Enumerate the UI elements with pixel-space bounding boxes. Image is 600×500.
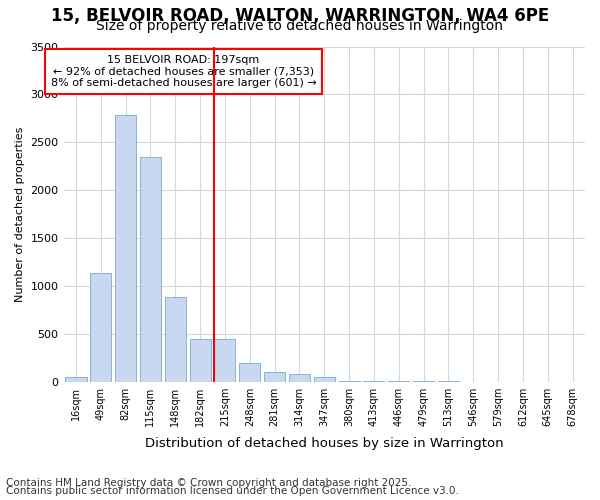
Bar	[239, 364, 260, 382]
Bar	[190, 338, 211, 382]
Bar	[364, 381, 385, 382]
Text: 15, BELVOIR ROAD, WALTON, WARRINGTON, WA4 6PE: 15, BELVOIR ROAD, WALTON, WARRINGTON, WA…	[51, 8, 549, 26]
Bar	[65, 377, 86, 382]
Bar	[214, 338, 235, 382]
Text: Contains HM Land Registry data © Crown copyright and database right 2025.: Contains HM Land Registry data © Crown c…	[6, 478, 412, 488]
Text: 15 BELVOIR ROAD: 197sqm
← 92% of detached houses are smaller (7,353)
8% of semi-: 15 BELVOIR ROAD: 197sqm ← 92% of detache…	[50, 55, 316, 88]
Bar	[115, 116, 136, 382]
Bar	[338, 380, 359, 382]
Bar	[165, 298, 186, 382]
Text: Size of property relative to detached houses in Warrington: Size of property relative to detached ho…	[97, 19, 503, 33]
Bar	[140, 156, 161, 382]
Bar	[289, 374, 310, 382]
Bar	[90, 274, 112, 382]
Text: Contains public sector information licensed under the Open Government Licence v3: Contains public sector information licen…	[6, 486, 459, 496]
Y-axis label: Number of detached properties: Number of detached properties	[15, 126, 25, 302]
Bar	[314, 377, 335, 382]
Bar	[264, 372, 285, 382]
X-axis label: Distribution of detached houses by size in Warrington: Distribution of detached houses by size …	[145, 437, 503, 450]
